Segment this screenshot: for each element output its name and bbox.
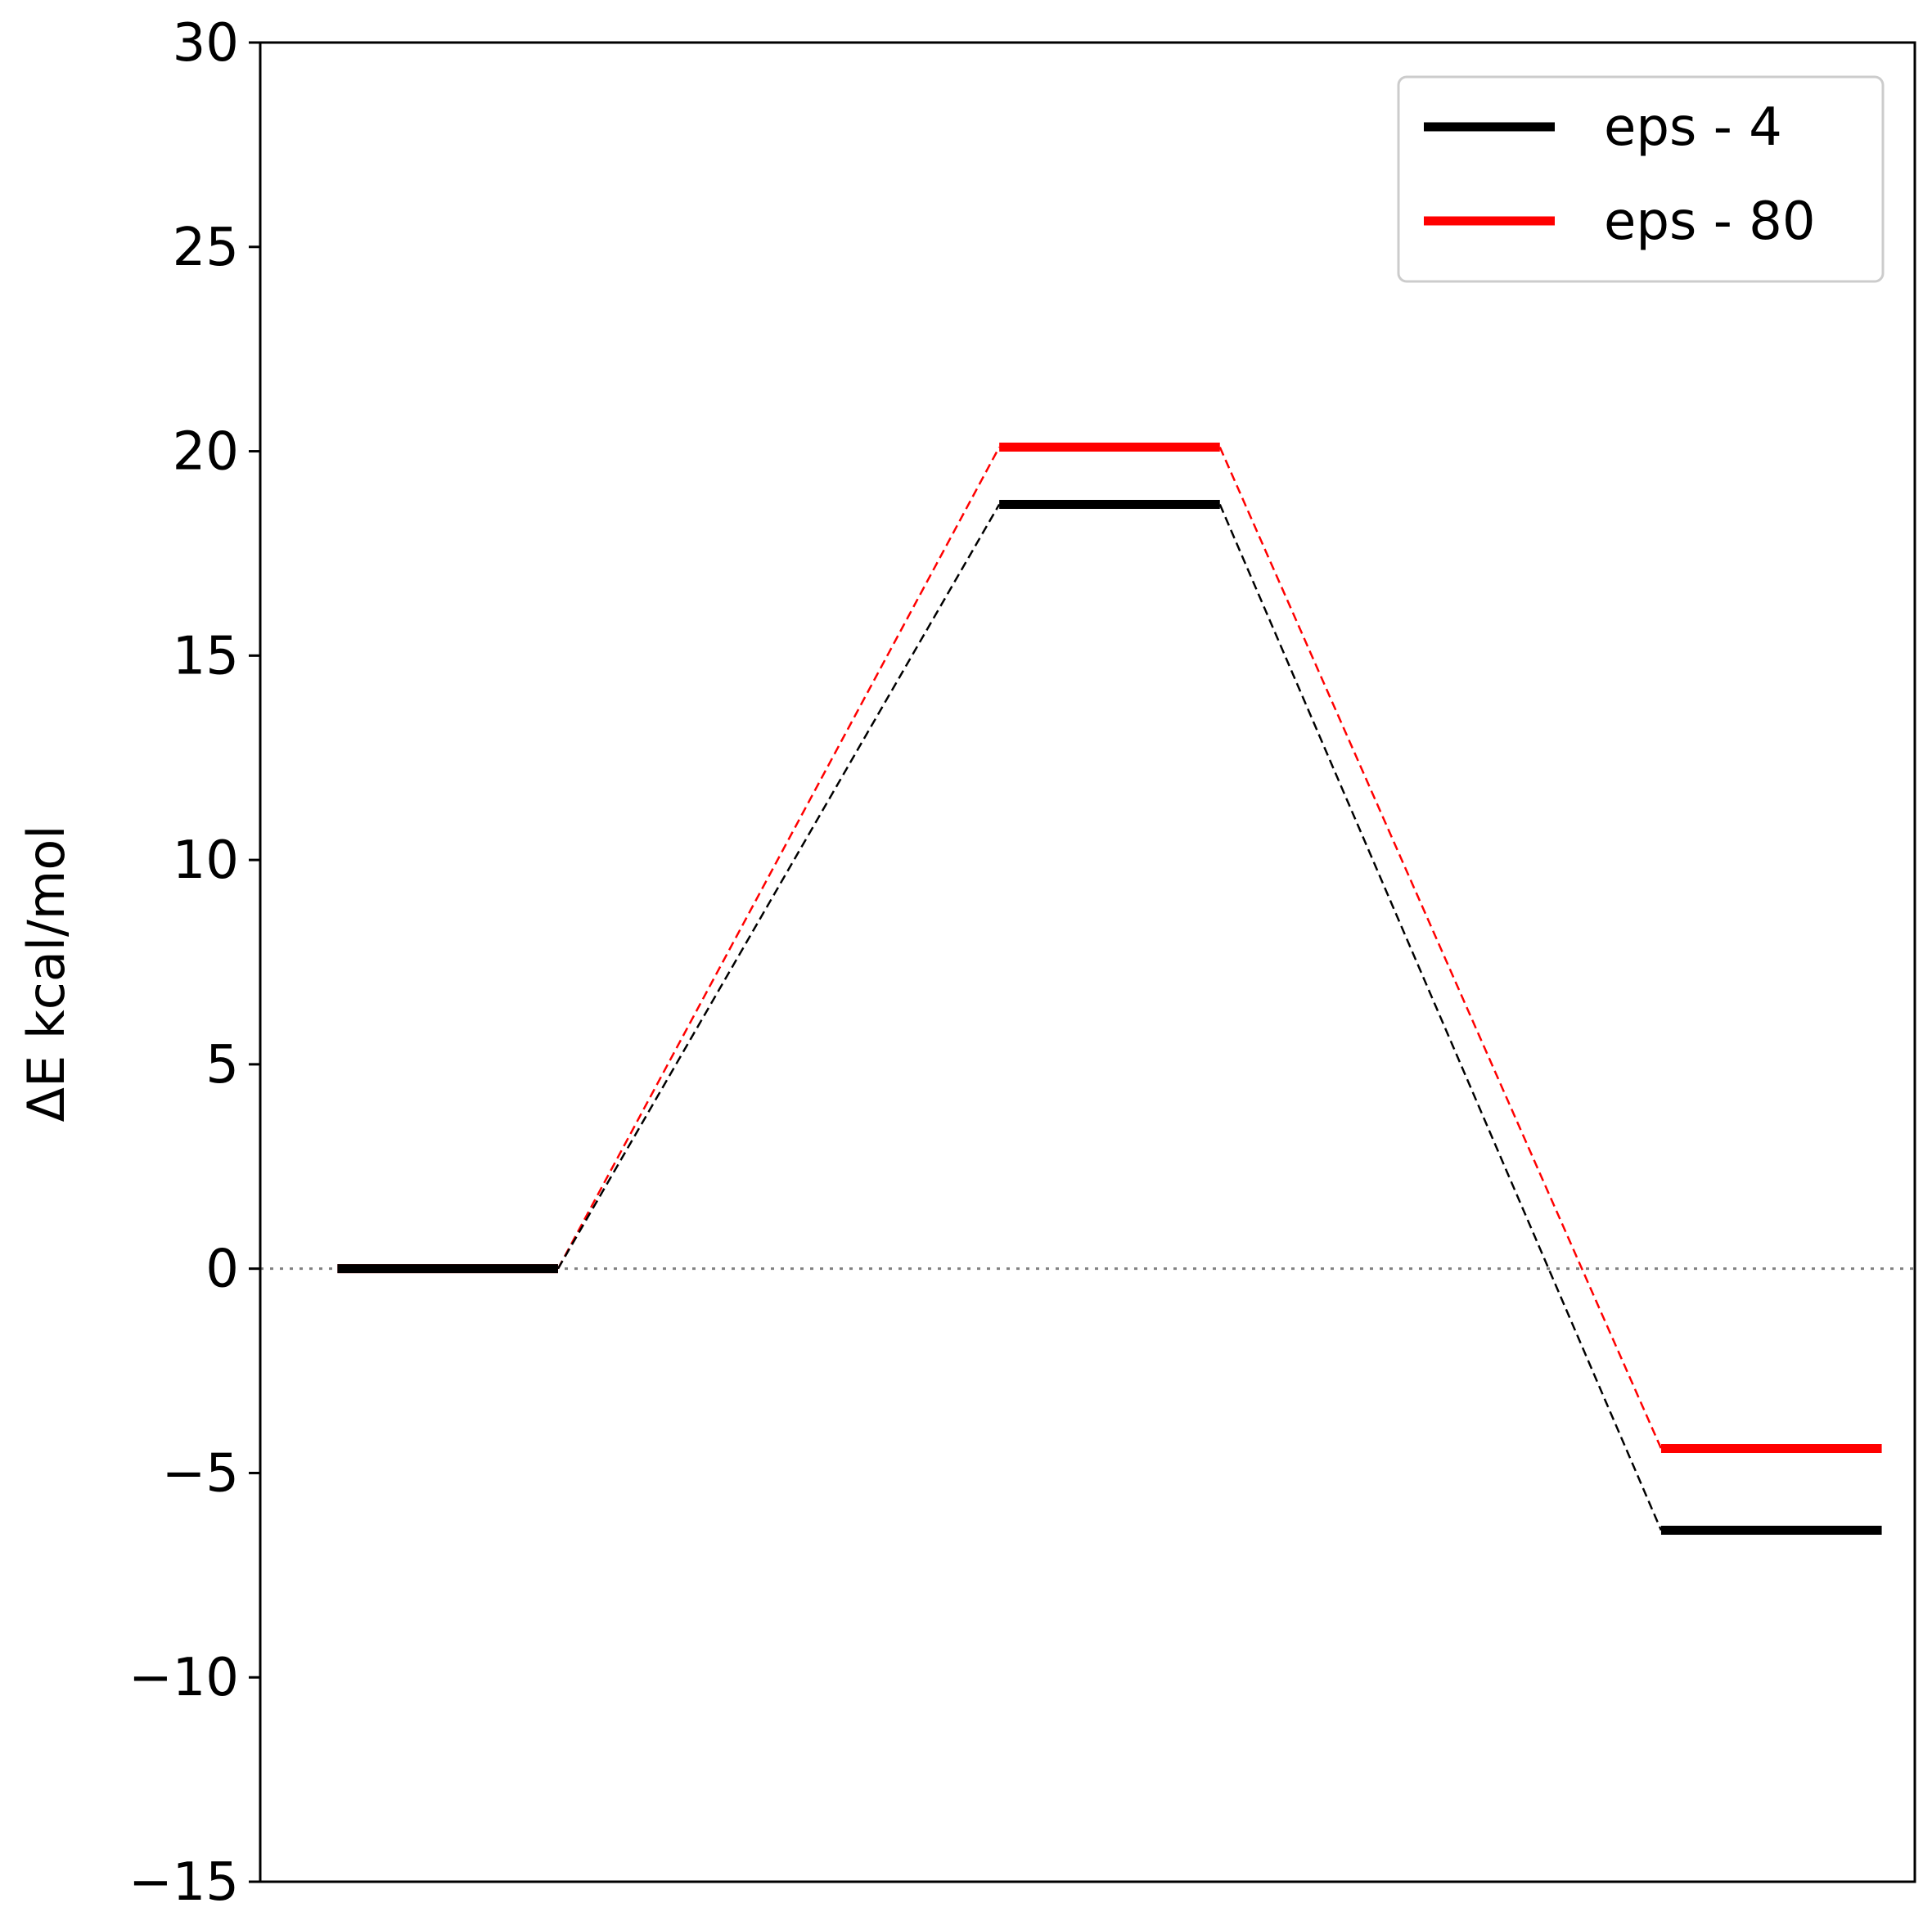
y-tick-label: −15: [128, 1852, 239, 1913]
y-tick-label: −10: [128, 1648, 239, 1708]
y-tick-label: −5: [162, 1443, 239, 1504]
y-tick-label: 10: [173, 830, 239, 891]
legend-label: eps - 4: [1604, 97, 1782, 158]
connector-line-eps4: [1218, 504, 1663, 1531]
legend-label: eps - 80: [1604, 191, 1816, 252]
y-tick-label: 5: [205, 1035, 239, 1095]
connector-line-eps80: [1218, 447, 1663, 1449]
y-tick-label: 0: [205, 1239, 239, 1300]
connector-line-eps4: [556, 503, 1001, 1270]
y-tick-label: 15: [173, 626, 239, 686]
axes-frame: [259, 41, 1916, 1883]
y-tick-label: 25: [173, 218, 239, 278]
legend: eps - 4 eps - 80: [1397, 75, 1885, 283]
connector-line-eps80: [556, 446, 1001, 1270]
plot-layer: [260, 443, 1915, 1535]
y-tick-label: 20: [173, 422, 239, 483]
y-tick-label: 30: [173, 13, 239, 74]
axes-layer: −15 −10 −5 0 5 10 15 20 25 30: [128, 13, 1916, 1913]
y-axis-label: ΔE kcal/mol: [16, 826, 76, 1122]
